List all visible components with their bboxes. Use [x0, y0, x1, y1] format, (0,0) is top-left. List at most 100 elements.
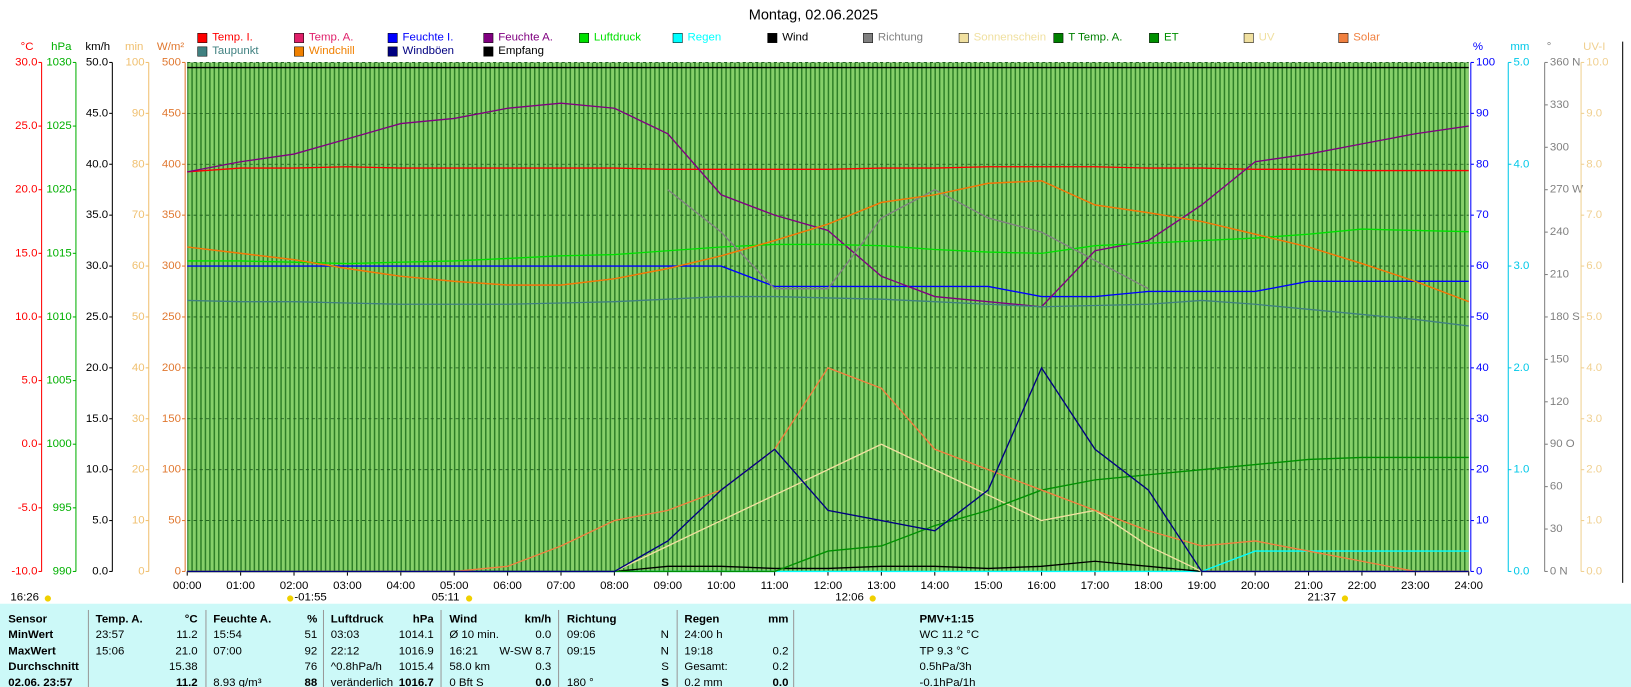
- tick-label: 270 W: [1550, 184, 1583, 196]
- tick-label: 30: [132, 413, 145, 425]
- tick-label: 5.0: [1513, 56, 1529, 68]
- tick-label: 1010: [46, 311, 71, 323]
- tick-label: 0.0: [92, 565, 108, 577]
- table-cell: S: [661, 677, 669, 687]
- tick-label: 20.0: [86, 362, 108, 374]
- annotation: 12:06: [835, 591, 864, 603]
- axis-unit: min: [125, 41, 143, 53]
- tick-label: 30.0: [86, 260, 108, 272]
- legend-label: Empfang: [498, 45, 544, 57]
- legend-label: Luftdruck: [594, 31, 641, 43]
- x-tick-label: 10:00: [707, 580, 736, 592]
- legend-label: Taupunkt: [212, 45, 259, 57]
- table-cell: km/h: [525, 613, 552, 625]
- series-line: [187, 228, 1469, 265]
- tick-label: 150: [1550, 353, 1569, 365]
- table-cell: 11.2: [176, 677, 198, 687]
- legend-swatch: [1149, 33, 1160, 43]
- legend-swatch: [958, 33, 969, 43]
- table-cell: 15:54: [213, 629, 242, 641]
- sun-icon: [287, 595, 294, 602]
- tick-label: 100: [125, 56, 144, 68]
- annotation: -01:55: [294, 591, 326, 603]
- table-cell: N: [661, 646, 669, 658]
- tick-label: 1015: [46, 247, 71, 259]
- tick-label: 240: [1550, 226, 1569, 238]
- x-tick-label: 03:00: [333, 580, 362, 592]
- table-cell: hPa: [413, 613, 435, 625]
- sun-icon: [1341, 595, 1349, 602]
- x-tick-label: 20:00: [1241, 580, 1270, 592]
- table-cell: 0.2: [773, 661, 789, 673]
- tick-label: 1.0: [1586, 515, 1602, 527]
- table-cell: Richtung: [567, 613, 617, 625]
- series-line: [187, 102, 1469, 308]
- tick-label: 10.0: [86, 464, 108, 476]
- x-tick-label: 05:00: [440, 580, 469, 592]
- axis-unit: UV-I: [1583, 41, 1605, 53]
- table-cell: 07:00: [213, 646, 242, 658]
- x-tick-label: 22:00: [1348, 580, 1377, 592]
- table-cell: N: [661, 629, 669, 641]
- table-cell: 02.06. 23:57: [8, 677, 72, 687]
- table-cell: 15.38: [169, 661, 198, 673]
- tick-label: 50: [168, 515, 181, 527]
- tick-label: 20: [132, 464, 145, 476]
- table-cell: 03:03: [331, 629, 360, 641]
- tick-label: 20: [1476, 464, 1489, 476]
- tick-label: -10.0: [11, 565, 37, 577]
- annotation: 21:37: [1308, 591, 1337, 603]
- tick-label: 60: [1476, 260, 1489, 272]
- table-cell: 19:18: [684, 646, 713, 658]
- tick-label: 330: [1550, 99, 1569, 111]
- tick-label: 300: [1550, 141, 1569, 153]
- legend-swatch: [767, 33, 778, 43]
- table-cell: Sensor: [8, 613, 47, 625]
- tick-label: 1000: [46, 438, 71, 450]
- annotation: 16:26: [10, 591, 39, 603]
- legend-label: Wind: [782, 31, 808, 43]
- table-cell: S: [661, 661, 669, 673]
- legend-swatch: [579, 33, 590, 43]
- table-cell: 0.3: [535, 661, 551, 673]
- table-cell: MaxWert: [8, 646, 56, 658]
- table-cell: 58.0 km: [449, 661, 490, 673]
- series-line: [187, 265, 1469, 298]
- legend-label: Solar: [1353, 31, 1380, 43]
- tick-label: 90: [1476, 107, 1489, 119]
- table-cell: 22:12: [331, 646, 360, 658]
- tick-label: 0: [138, 565, 144, 577]
- tick-label: 60: [1550, 481, 1563, 493]
- sun-icon: [869, 595, 876, 602]
- legend-label: T Temp. A.: [1068, 31, 1122, 43]
- table-cell: 0.0: [773, 677, 789, 687]
- x-tick-label: 15:00: [974, 580, 1003, 592]
- tick-label: 990: [53, 565, 72, 577]
- tick-label: 70: [1476, 209, 1489, 221]
- x-tick-label: 17:00: [1081, 580, 1110, 592]
- table-cell: 0.0: [535, 677, 551, 687]
- legend-label: UV: [1259, 31, 1275, 43]
- tick-label: 10: [1476, 515, 1489, 527]
- tick-label: 7.0: [1586, 209, 1602, 221]
- legend-swatch: [672, 33, 683, 43]
- table-cell: veränderlich: [331, 677, 393, 687]
- tick-label: 70: [132, 209, 145, 221]
- table-cell: 88: [305, 677, 318, 687]
- tick-label: 4.0: [1586, 362, 1602, 374]
- tick-label: 15.0: [86, 413, 108, 425]
- table-cell: -0.1hPa/1h: [920, 677, 976, 687]
- tick-label: 25.0: [15, 120, 37, 132]
- table-cell: MinWert: [8, 629, 53, 641]
- x-tick-label: 00:00: [173, 580, 202, 592]
- x-tick-label: 16:00: [1027, 580, 1056, 592]
- x-tick-label: 12:00: [814, 580, 843, 592]
- table-cell: TP 9.3 °C: [920, 646, 969, 658]
- x-tick-label: 23:00: [1401, 580, 1430, 592]
- tick-label: 500: [162, 56, 181, 68]
- table-cell: 1015.4: [399, 661, 435, 673]
- tick-label: 100: [1476, 56, 1495, 68]
- x-tick-label: 09:00: [653, 580, 682, 592]
- table-cell: 15:06: [96, 646, 125, 658]
